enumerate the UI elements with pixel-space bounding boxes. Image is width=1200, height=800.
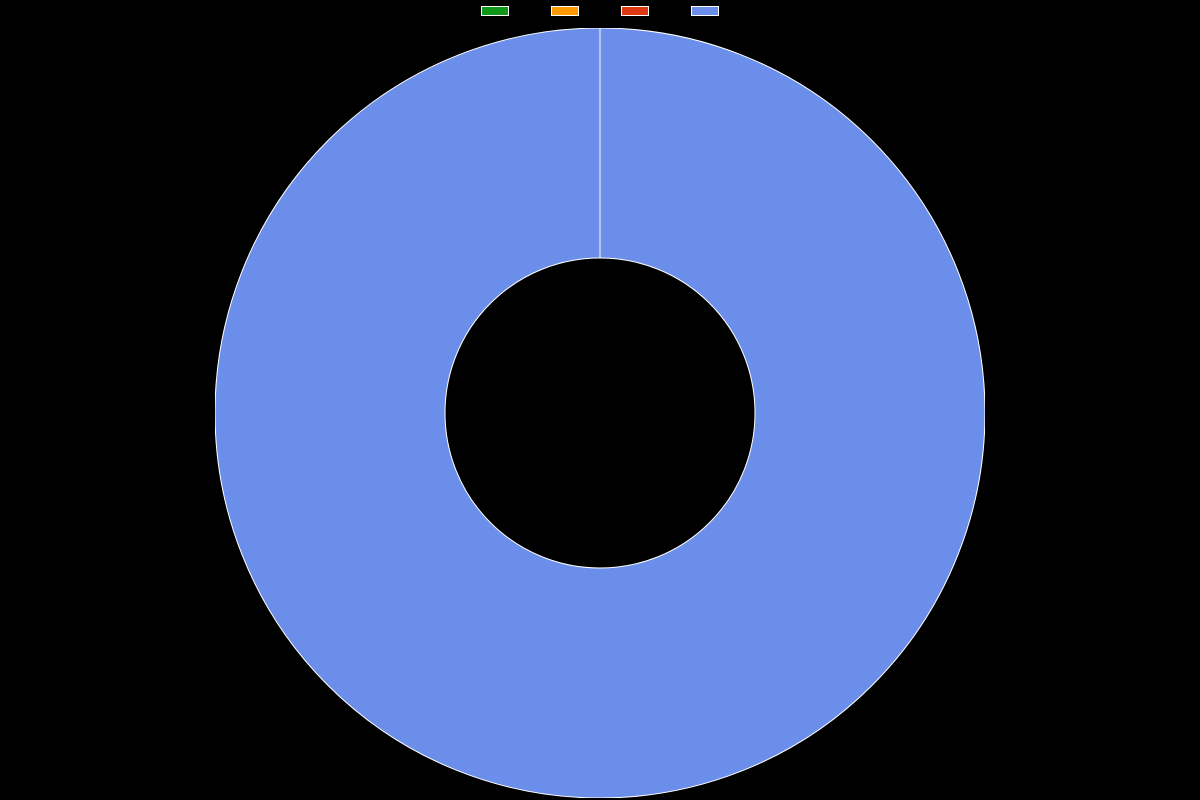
legend-item-1[interactable] (551, 6, 579, 16)
legend-swatch-0 (481, 6, 509, 16)
legend-item-2[interactable] (621, 6, 649, 16)
donut-chart (215, 28, 985, 798)
chart-legend (481, 6, 719, 16)
legend-swatch-3 (691, 6, 719, 16)
donut-svg (215, 28, 985, 798)
legend-swatch-2 (621, 6, 649, 16)
legend-item-3[interactable] (691, 6, 719, 16)
legend-swatch-1 (551, 6, 579, 16)
legend-item-0[interactable] (481, 6, 509, 16)
